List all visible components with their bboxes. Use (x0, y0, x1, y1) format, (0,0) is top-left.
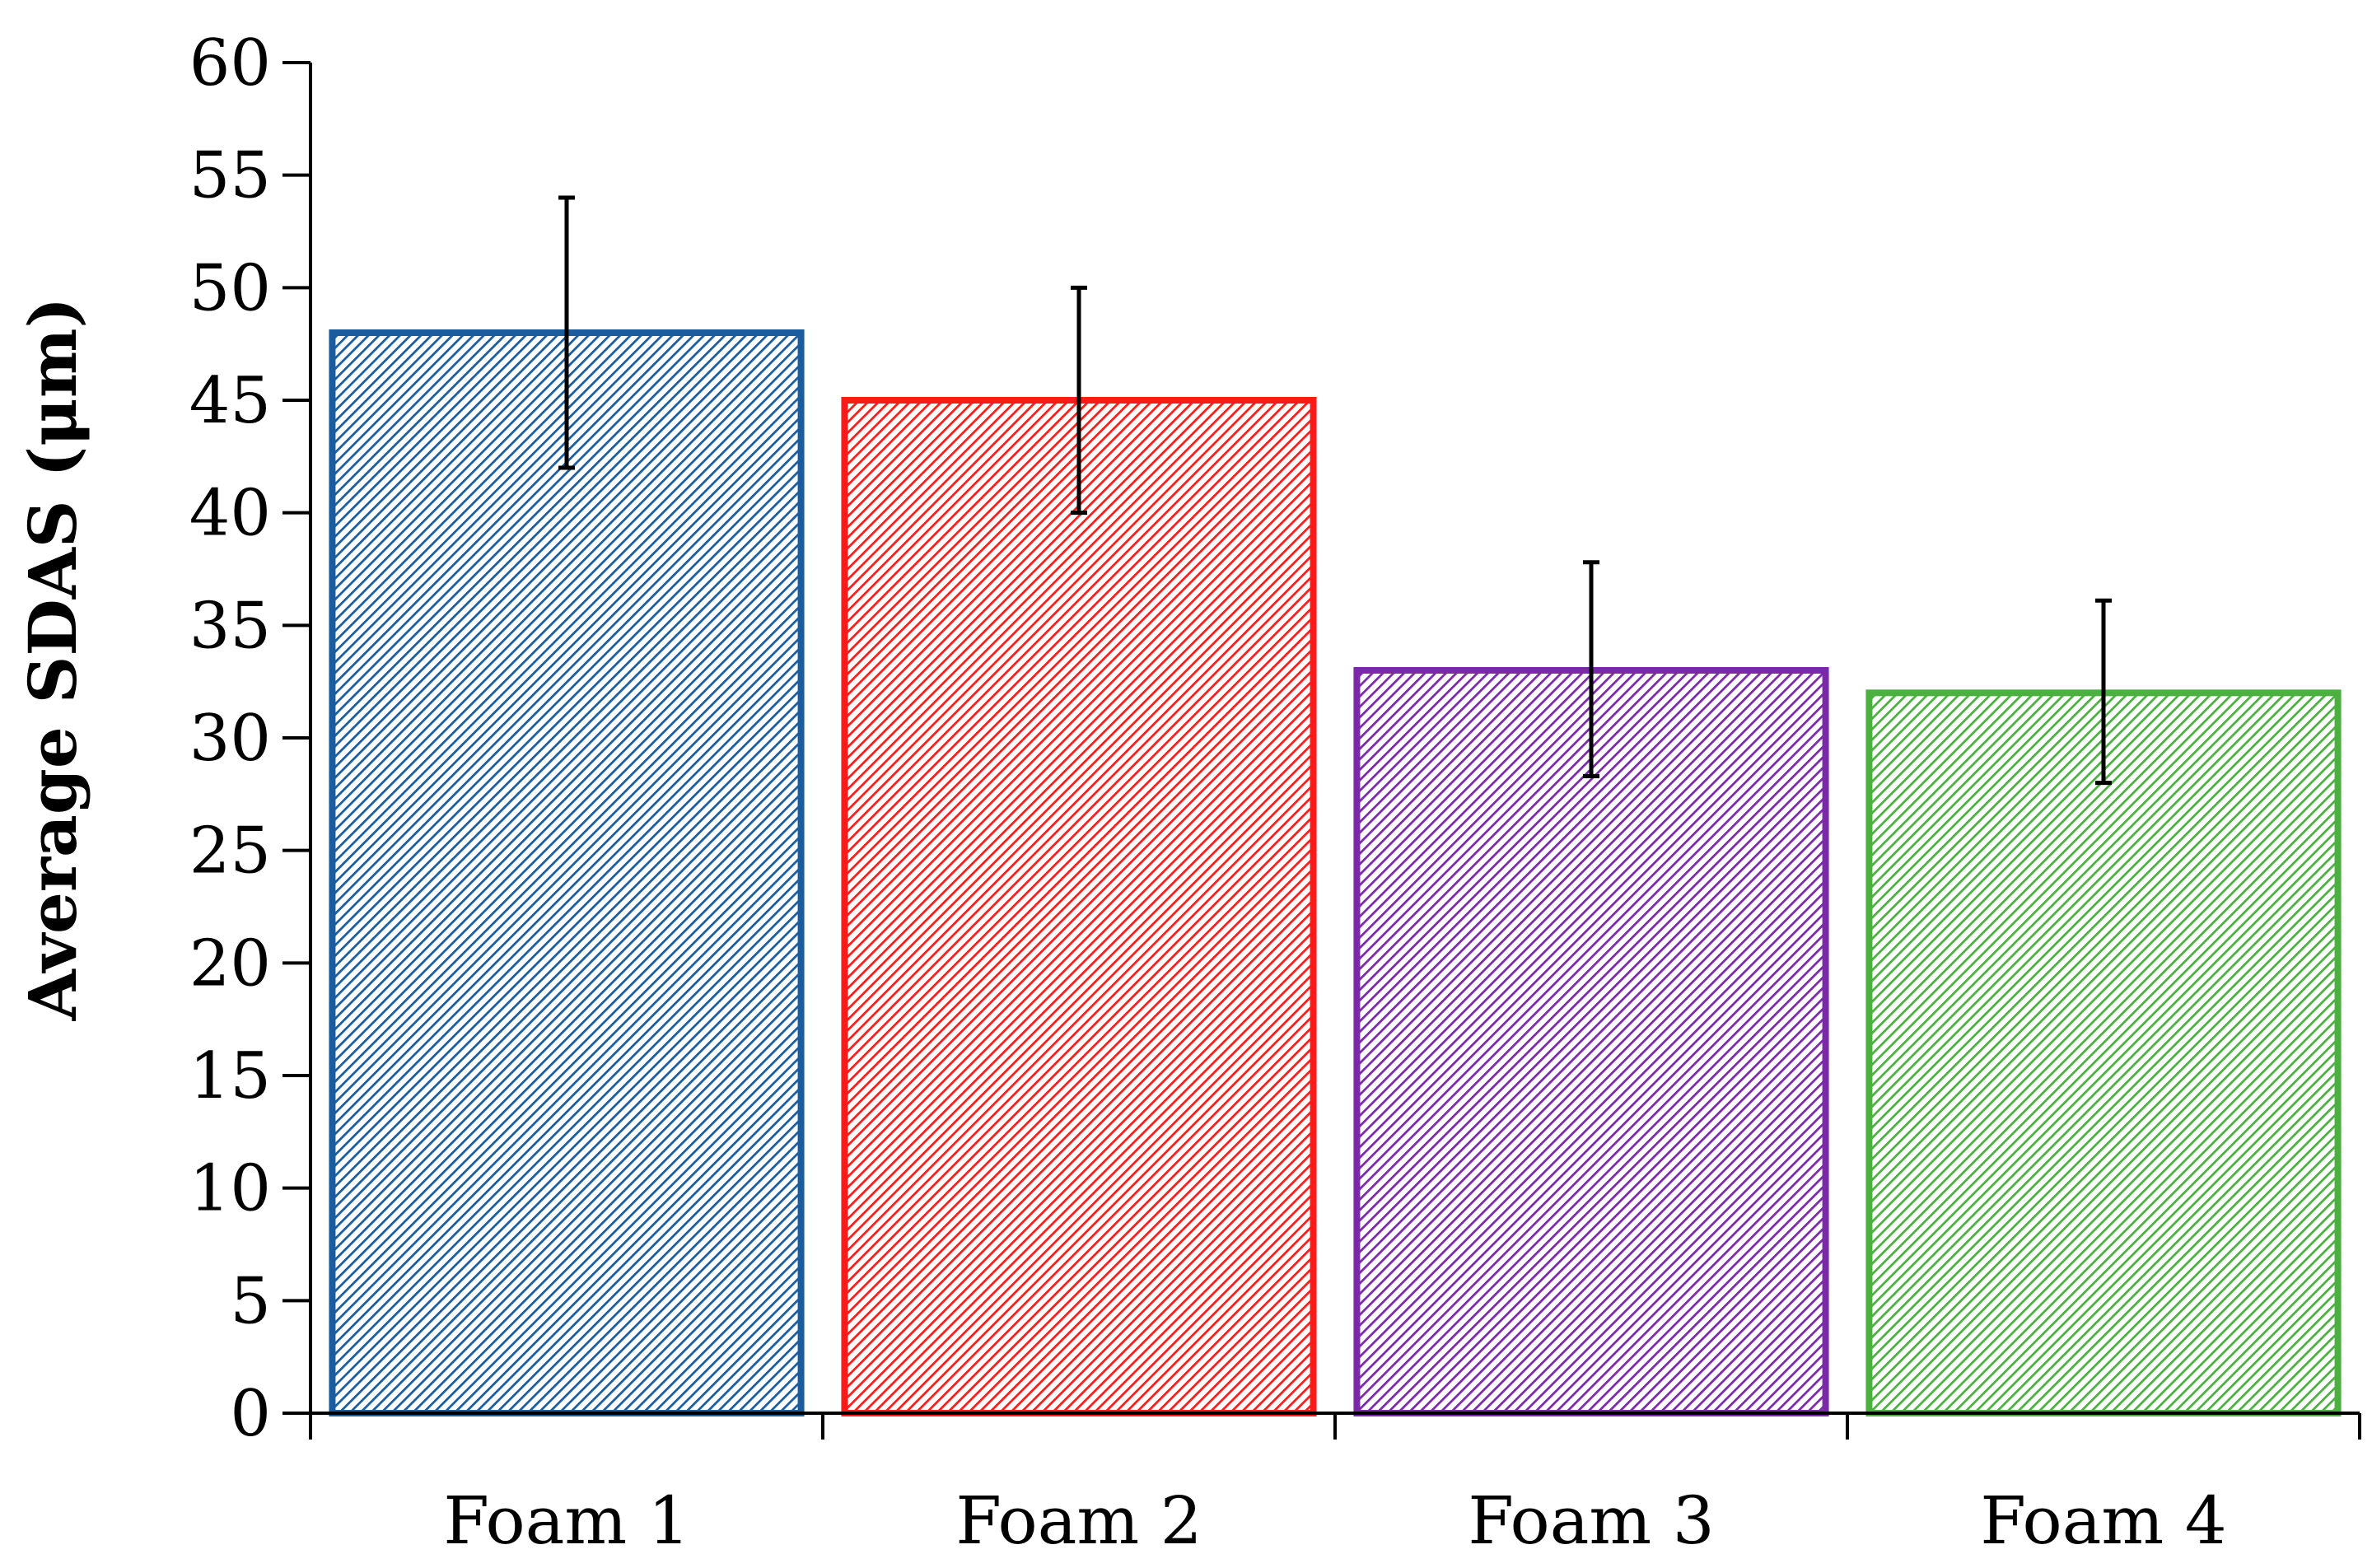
y-tick-label: 50 (189, 251, 271, 325)
axes-layer (282, 61, 2361, 1440)
labels-layer: 0 5 10 15 20 25 30 35 40 45 50 55 60 Foam 1 Foam 2 Foam… (189, 26, 2227, 1559)
error-bars-layer (558, 195, 2112, 786)
y-tick-label: 45 (189, 364, 271, 438)
y-tick-label: 55 (189, 139, 271, 213)
bars-layer (329, 329, 2342, 1416)
y-tick-label: 10 (189, 1152, 271, 1226)
y-axis-title: Average SDAS (μm) (14, 297, 91, 1022)
bar (841, 397, 1317, 1416)
x-category-label: Foam 1 (443, 1482, 689, 1559)
y-tick-label: 20 (189, 926, 271, 1001)
y-tick-label: 25 (189, 814, 271, 889)
x-category-label: Foam 4 (1980, 1482, 2226, 1559)
y-tick-label: 60 (189, 26, 271, 100)
y-tick-label: 30 (189, 702, 271, 776)
x-category-label: Foam 2 (955, 1482, 1202, 1559)
y-tick-label: 35 (189, 589, 271, 663)
y-tick-label: 40 (189, 477, 271, 551)
y-tick-label: 0 (230, 1377, 271, 1451)
bar (329, 329, 805, 1416)
y-tick-label: 15 (189, 1039, 271, 1113)
x-category-label: Foam 3 (1468, 1482, 1714, 1559)
bar (1353, 667, 1829, 1416)
bar (1865, 689, 2342, 1416)
y-tick-label: 5 (230, 1264, 271, 1338)
